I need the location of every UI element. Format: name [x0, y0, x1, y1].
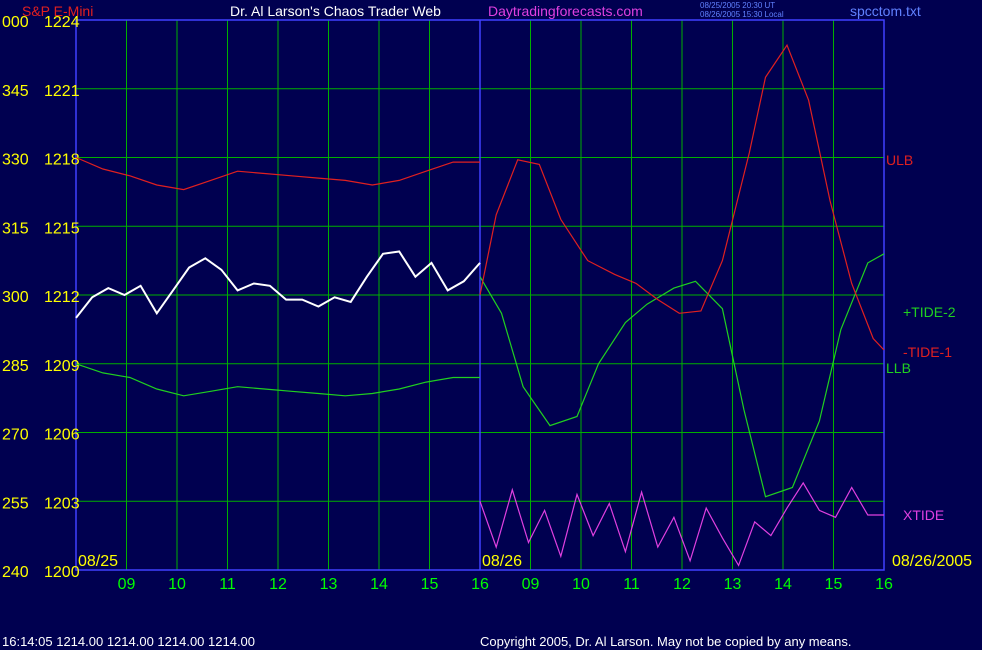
y-left-tick-label: 000 — [2, 14, 29, 31]
x-date-label: 08/26 — [482, 553, 522, 570]
y-left-tick-label: 315 — [2, 220, 29, 237]
y-price-tick-label: 1206 — [44, 427, 80, 444]
series-line-price — [75, 250, 481, 319]
x-hour-tick-label: 09 — [522, 576, 540, 593]
series-layer — [75, 43, 885, 567]
quote-readout: 16:14:05 1214.00 1214.00 1214.00 1214.00 — [2, 634, 255, 649]
y-price-tick-label: 1215 — [44, 220, 80, 237]
y-left-tick-label: 255 — [2, 495, 29, 512]
series-line-ulb — [75, 156, 480, 191]
x-hour-tick-label: 12 — [673, 576, 691, 593]
x-hour-tick-label: 14 — [370, 576, 388, 593]
x-hour-tick-label: 09 — [118, 576, 136, 593]
y-price-tick-label: 1209 — [44, 358, 80, 375]
x-date-label: 08/26/2005 — [892, 553, 972, 570]
series-label: XTIDE — [903, 507, 944, 523]
y-price-tick-label: 1224 — [44, 14, 80, 31]
x-hour-tick-label: 11 — [219, 576, 236, 593]
series-line-llb — [75, 363, 480, 397]
series-line-tide-1 — [479, 43, 885, 351]
data-file: spcctom.txt — [850, 3, 921, 19]
y-price-tick-label: 1200 — [44, 564, 80, 581]
x-hour-tick-label: 16 — [875, 576, 893, 593]
x-hour-tick-label: 15 — [421, 576, 439, 593]
series-line-tide-2 — [479, 253, 885, 498]
x-date-labels: 08/25 08/26 08/26/2005 — [78, 553, 972, 570]
y-price-tick-label: 1203 — [44, 495, 80, 512]
y-left-tick-label: 240 — [2, 564, 29, 581]
site-link[interactable]: Daytradingforecasts.com — [488, 3, 643, 19]
x-date-label: 08/25 — [78, 553, 118, 570]
x-hour-tick-label: 12 — [269, 576, 287, 593]
y-left-tick-label: 300 — [2, 289, 29, 306]
x-hour-tick-label: 14 — [774, 576, 792, 593]
x-hour-tick-label: 13 — [320, 576, 338, 593]
series-label: LLB — [886, 360, 911, 376]
x-hour-tick-label: 13 — [724, 576, 742, 593]
y-left-tick-label: 345 — [2, 83, 29, 100]
symbol-title: S&P E-Mini — [22, 3, 93, 19]
time-local: 08/26/2005 15:30 Local — [700, 10, 784, 19]
plot-frame — [75, 19, 885, 571]
x-hour-tick-label: 16 — [471, 576, 489, 593]
y-left-tick-label: 285 — [2, 358, 29, 375]
y-left-ticks: 000 345 330 315 300 285 270 255 240 — [2, 14, 29, 581]
x-hour-tick-label: 11 — [623, 576, 640, 593]
y-price-tick-label: 1218 — [44, 152, 80, 169]
x-hour-ticks: 09 10 11 12 13 14 15 16 09 10 11 12 13 14 15 16 — [118, 576, 893, 593]
chart-title: Dr. Al Larson's Chaos Trader Web — [230, 3, 441, 19]
series-label: ULB — [886, 152, 913, 168]
series-label: -TIDE-1 — [903, 344, 952, 360]
y-left-tick-label: 270 — [2, 427, 29, 444]
grid — [75, 19, 885, 571]
x-hour-tick-label: 15 — [825, 576, 843, 593]
x-hour-tick-label: 10 — [168, 576, 186, 593]
time-ut: 08/25/2005 20:30 UT — [700, 1, 775, 10]
copyright: Copyright 2005, Dr. Al Larson. May not b… — [480, 634, 851, 649]
series-label: +TIDE-2 — [903, 304, 956, 320]
y-price-tick-label: 1221 — [44, 83, 80, 100]
x-hour-tick-label: 10 — [572, 576, 590, 593]
y-price-ticks: 1224 1221 1218 1215 1212 1209 1206 1203 1200 — [44, 14, 80, 581]
series-line-xtide — [479, 481, 884, 567]
y-price-tick-label: 1212 — [44, 289, 80, 306]
y-left-tick-label: 330 — [2, 152, 29, 169]
